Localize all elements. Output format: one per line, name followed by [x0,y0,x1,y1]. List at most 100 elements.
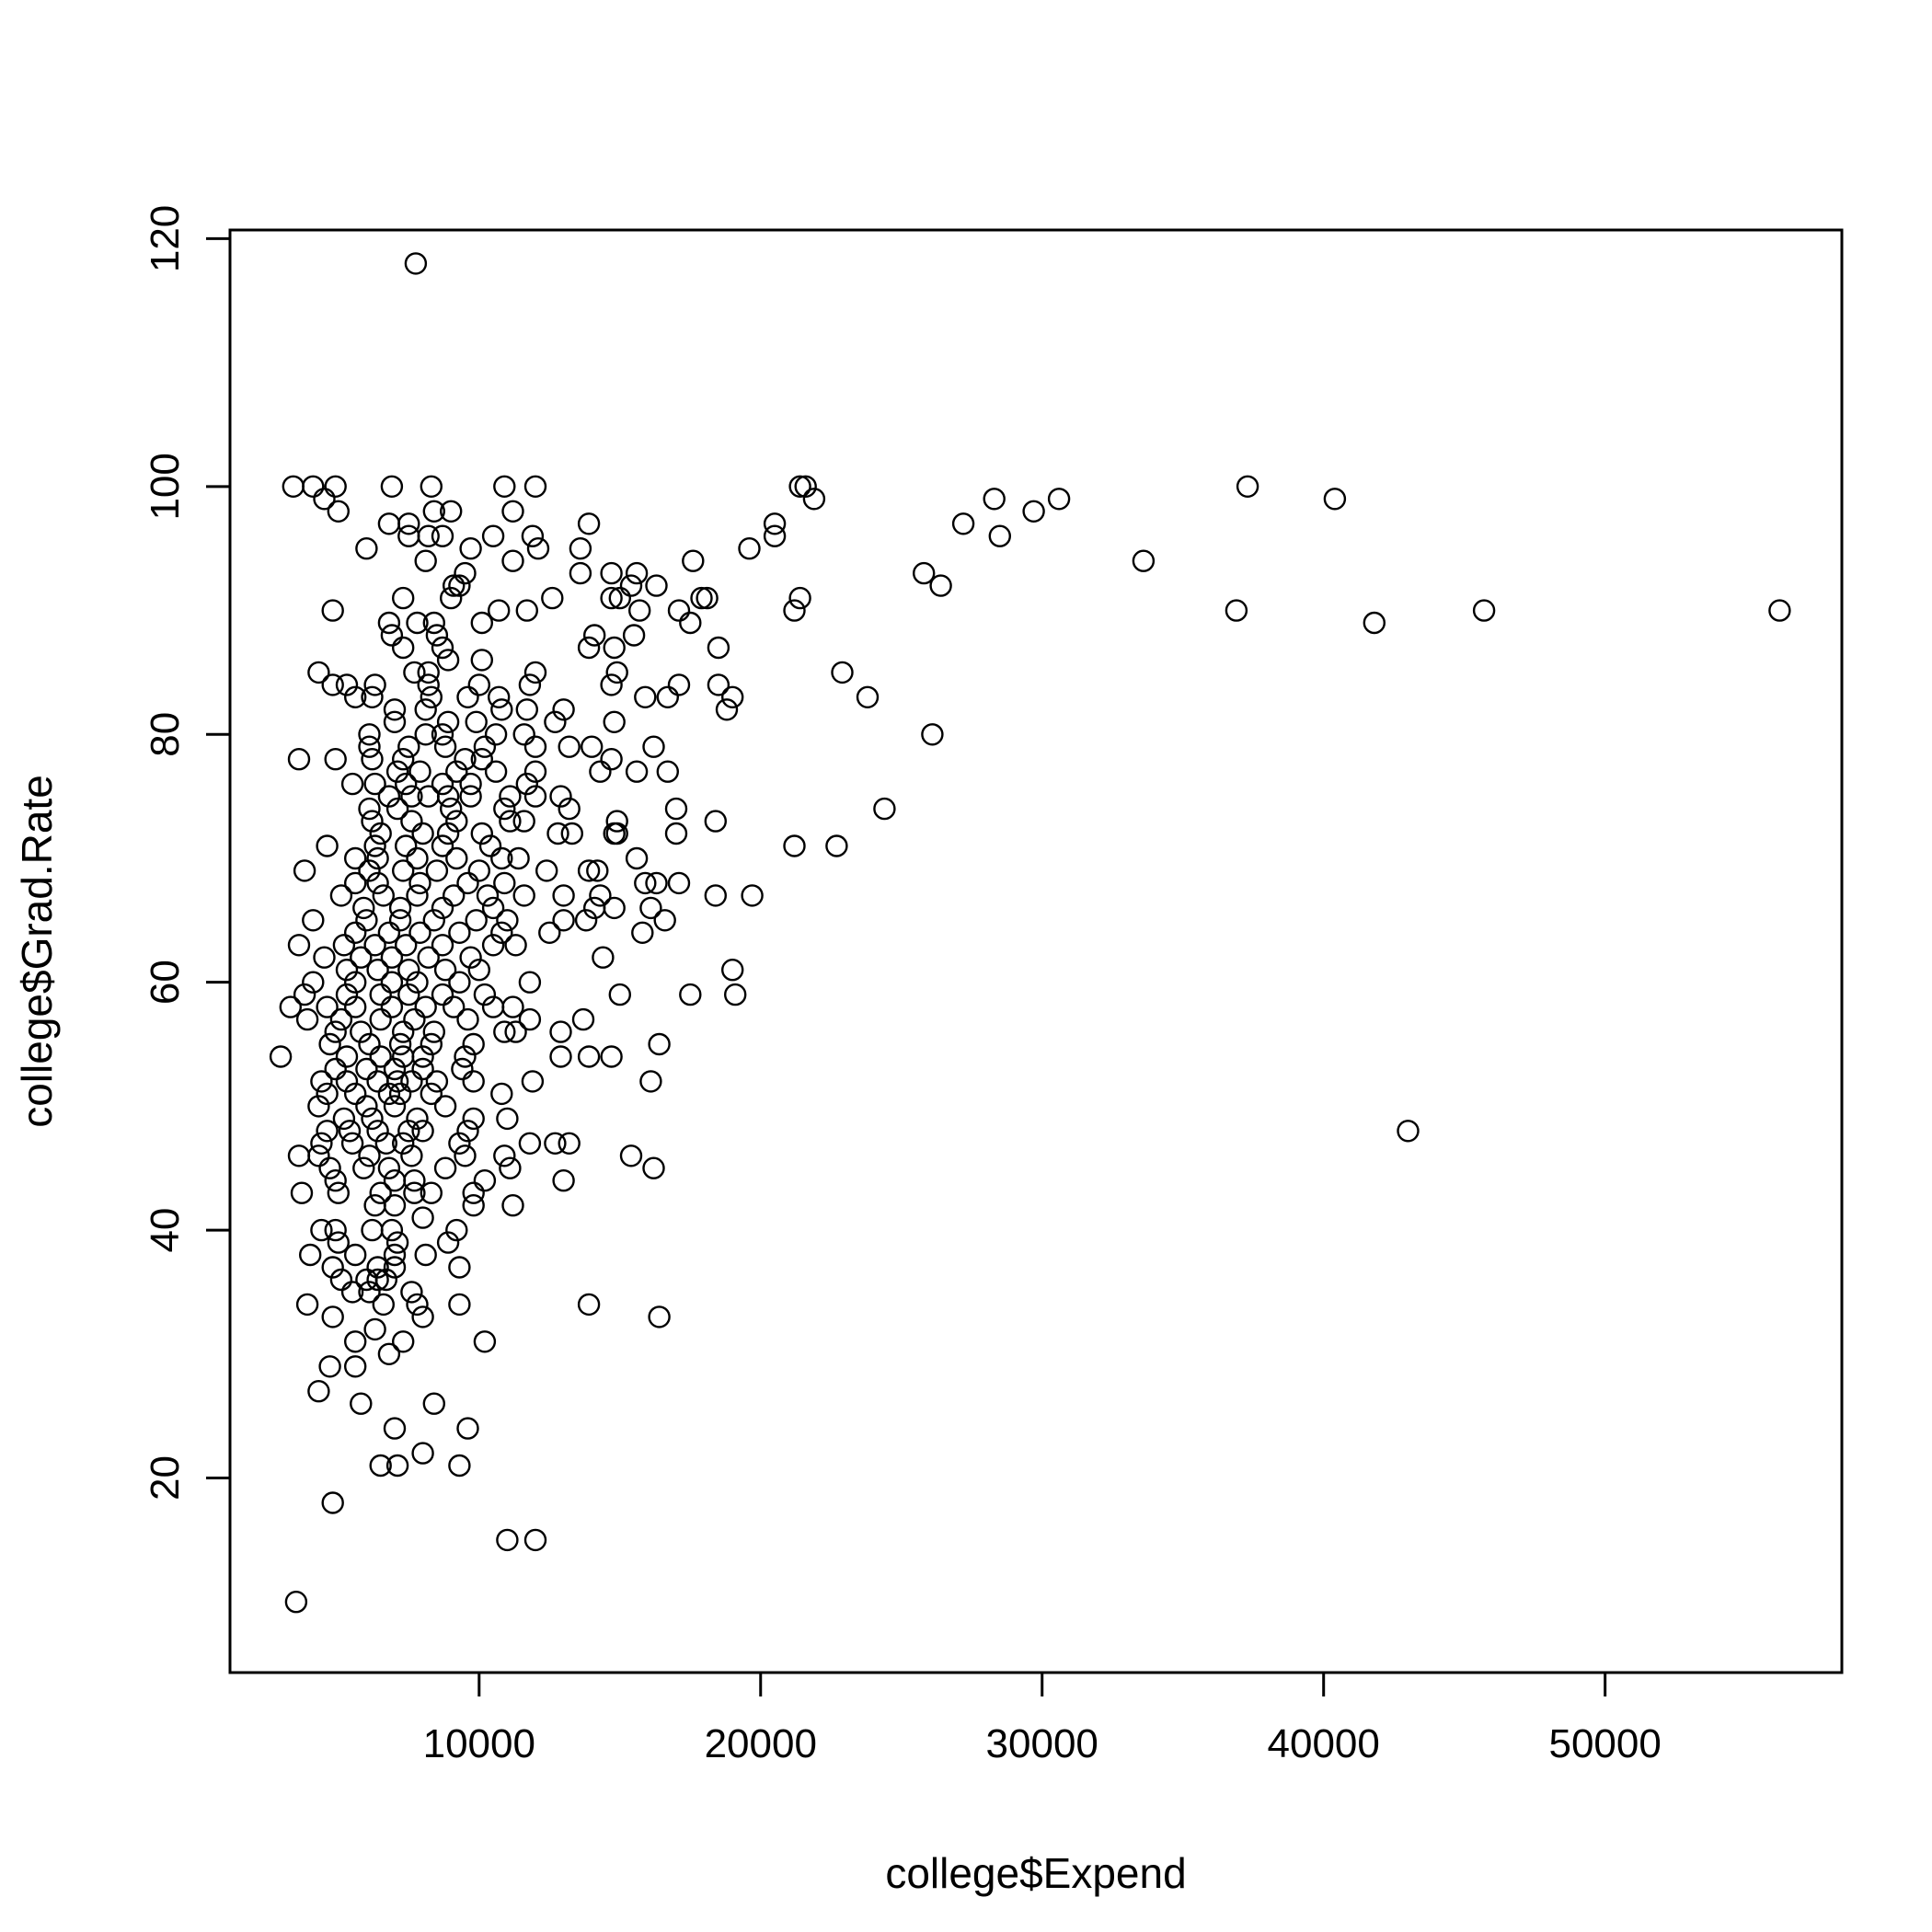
x-tick-label: 30000 [986,1721,1098,1766]
data-point [385,797,409,821]
data-point [403,1007,426,1031]
data-point [470,748,493,771]
data-point [586,859,609,882]
data-point [476,884,500,907]
data-point [321,599,344,622]
data-point [340,1281,364,1304]
data-point [327,1181,350,1204]
data-point [558,1132,581,1156]
data-point [293,859,316,882]
data-point [515,772,538,796]
data-point [377,512,401,535]
data-point [363,772,386,796]
data-point [422,909,445,932]
data-point [462,1193,485,1217]
data-point [321,673,344,696]
data-point [440,586,463,610]
data-point [448,1256,471,1279]
data-point [763,512,787,535]
data-point [496,909,519,932]
data-point [436,710,460,733]
data-point [411,1057,434,1081]
data-point [318,1032,341,1056]
data-point [385,760,409,783]
data-point [741,884,764,907]
data-point [299,1243,322,1267]
data-point [414,995,437,1018]
data-point [344,1082,367,1106]
data-point [436,1231,460,1254]
data-point [431,834,454,857]
data-point [589,760,612,783]
data-point [558,735,581,758]
data-point [316,1082,339,1106]
data-point [526,537,550,560]
data-point [363,673,386,696]
data-point [454,1144,477,1167]
data-point [569,561,592,585]
data-point [361,810,384,833]
data-point [600,561,623,585]
data-point [518,971,542,994]
x-tick-label: 50000 [1548,1721,1661,1766]
data-point [302,971,325,994]
data-point [383,698,407,721]
data-point [456,871,479,895]
data-point [625,561,649,585]
data-point [465,909,488,932]
data-point [456,1417,479,1440]
data-point [377,921,401,944]
data-point [358,1032,381,1056]
data-point [335,673,359,696]
data-point [512,723,535,746]
data-point [448,1132,471,1156]
data-point [656,685,679,708]
data-point [605,661,628,684]
data-point [383,710,407,733]
data-point [600,673,623,696]
y-tick-label: 40 [143,1208,188,1253]
data-point [385,1454,409,1478]
data-point [403,1181,426,1204]
data-point [581,735,604,758]
data-point [645,871,668,895]
data-point [307,1095,330,1118]
data-point [344,846,367,870]
data-point [388,1082,412,1106]
data-point [546,822,569,845]
data-point [403,1168,426,1192]
data-point [350,946,373,969]
data-point [656,760,679,783]
data-point [512,884,535,907]
data-point [462,1181,485,1204]
data-point [1472,599,1496,622]
data-point [628,599,651,622]
data-point [465,710,488,733]
data-point [648,1305,671,1328]
data-point [433,958,457,982]
data-point [493,871,516,895]
data-point [431,772,454,796]
data-point [443,884,466,907]
data-point [499,1156,522,1179]
data-point [377,785,401,808]
data-point [392,1020,415,1043]
data-point [473,1168,497,1192]
data-point [307,661,330,684]
data-point [724,983,747,1006]
data-point [518,1007,542,1031]
data-point [448,1293,471,1317]
data-point [667,599,691,622]
data-point [400,1281,423,1304]
data-point [350,1020,373,1043]
data-point [358,1281,381,1304]
data-point [340,772,364,796]
data-point [366,871,389,895]
data-point [577,859,601,882]
data-point [406,846,429,870]
data-point [1363,611,1386,635]
data-point [380,475,404,498]
data-point [411,822,434,845]
data-point [523,1528,547,1552]
data-point [321,1256,344,1279]
